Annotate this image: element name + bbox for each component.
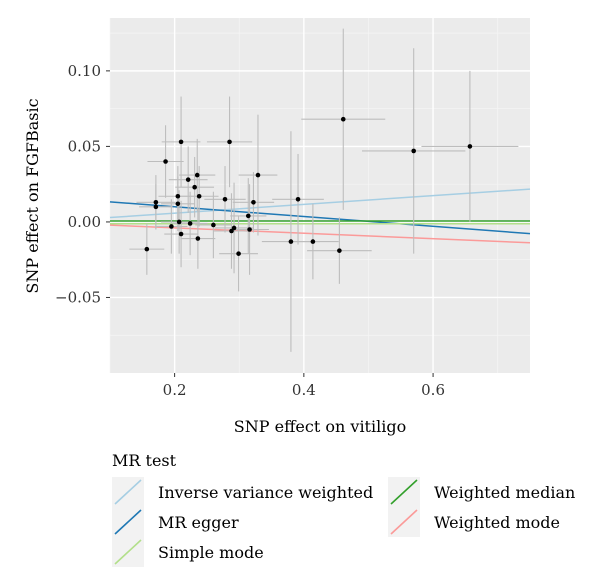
legend-title: MR test	[112, 451, 177, 470]
data-point	[196, 193, 202, 199]
data-point	[144, 246, 150, 252]
x-axis-title: SNP effect on vitiligo	[234, 417, 406, 436]
data-point	[187, 221, 193, 226]
x-tick-label: 0.6	[421, 381, 445, 399]
legend-key-line	[114, 509, 142, 535]
x-axis: 0.2 0.4 0.6	[163, 373, 445, 399]
data-point	[178, 231, 184, 237]
data-point	[337, 248, 342, 253]
data-point	[411, 148, 416, 154]
legend-label: Weighted mode	[434, 513, 560, 532]
data-point	[467, 144, 473, 149]
legend-key-line	[114, 479, 142, 505]
y-axis-title: SNP effect on FGFBasic	[23, 98, 42, 293]
data-point	[185, 177, 191, 182]
y-axis: −0.05 0.00 0.05 0.10	[55, 62, 110, 306]
data-point	[247, 227, 252, 232]
y-tick-label: 0.05	[68, 137, 101, 155]
data-point	[236, 251, 241, 256]
legend-label: Inverse variance weighted	[158, 483, 373, 502]
y-tick-label: 0.10	[68, 62, 101, 80]
legend-key-line	[390, 509, 418, 535]
data-point	[178, 139, 184, 145]
data-point	[211, 222, 216, 228]
data-point	[227, 139, 232, 145]
data-point	[153, 204, 159, 210]
x-tick-label: 0.4	[292, 381, 316, 399]
data-point	[153, 199, 159, 205]
data-point	[295, 196, 301, 202]
data-point	[192, 184, 197, 190]
data-point	[222, 196, 228, 202]
data-point	[255, 172, 261, 178]
y-tick-label: 0.00	[68, 213, 101, 231]
data-point	[175, 201, 181, 207]
grid-minor	[109, 18, 530, 373]
regression-line	[109, 201, 531, 235]
y-tick-label: −0.05	[55, 288, 101, 306]
regression-line	[109, 188, 531, 219]
data-point	[176, 219, 182, 225]
data-point	[175, 193, 181, 199]
data-point	[194, 172, 200, 178]
legend: Inverse variance weighted MR egger Simple …	[112, 477, 575, 567]
data-point	[310, 239, 316, 244]
data-point	[195, 236, 201, 241]
legend-key-line	[114, 539, 142, 565]
data-point	[231, 225, 237, 231]
data-point	[229, 228, 234, 234]
data-point	[288, 239, 294, 244]
regression-line	[109, 224, 531, 244]
data-points	[144, 116, 473, 256]
grid-major	[110, 18, 530, 373]
data-point	[340, 116, 346, 122]
legend-label: MR egger	[158, 513, 239, 532]
data-point	[169, 224, 174, 229]
legend-key-line	[390, 479, 418, 505]
x-tick-label: 0.2	[163, 381, 187, 399]
data-point	[163, 159, 168, 164]
data-point	[251, 199, 256, 205]
data-point	[245, 213, 251, 219]
legend-label: Weighted median	[434, 483, 575, 502]
legend-label: Simple mode	[158, 543, 264, 562]
